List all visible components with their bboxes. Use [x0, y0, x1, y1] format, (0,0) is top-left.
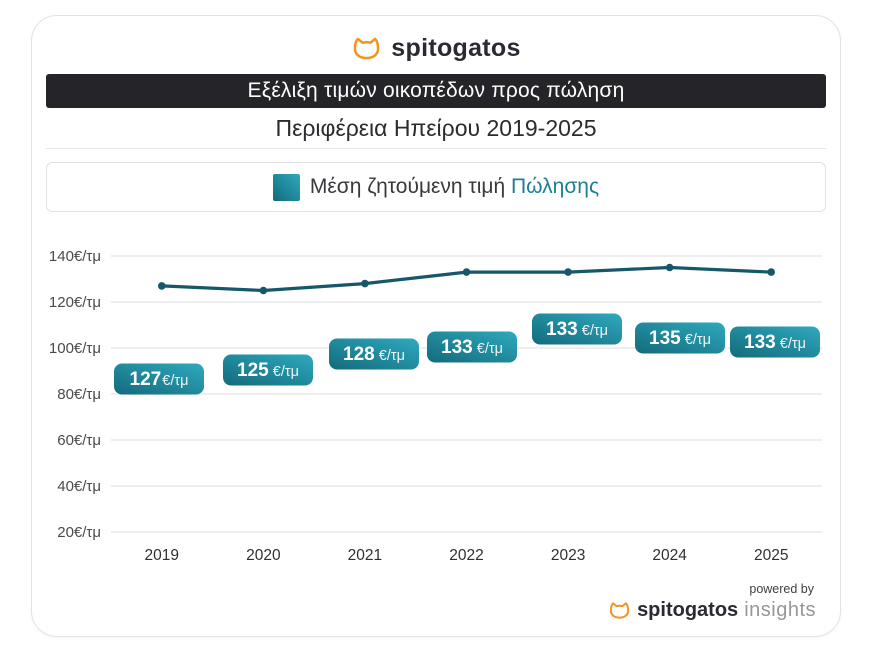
y-axis-tick-label: 80€/τμ: [57, 386, 101, 403]
chart-area: 140€/τμ 120€/τμ 100€/τμ 80€/τμ 60€/τμ 40€/τμ 2…: [49, 248, 822, 564]
data-label-badge: 133 €/τμ: [730, 326, 820, 358]
brand-logo-text: spitogatos: [391, 33, 521, 62]
x-axis-tick-label: 2021: [348, 547, 382, 564]
data-label-text: 135 €/τμ: [649, 328, 711, 349]
data-label-badge: 128 €/τμ: [329, 338, 419, 370]
data-label-text: 125 €/τμ: [237, 360, 299, 381]
data-label-badge-bg: [635, 322, 725, 354]
data-label-text: 133 €/τμ: [744, 332, 806, 353]
data-label-badge: 127€/τμ: [114, 363, 204, 395]
chart-card: spitogatos Εξέλιξη τιμών οικοπέδων προς …: [31, 15, 841, 637]
legend-label-text: Μέση ζητούμενη τιμή: [309, 175, 506, 198]
data-label-badge-bg: [730, 326, 820, 358]
data-label-text: 133 €/τμ: [441, 337, 503, 358]
legend-label: Μέση ζητούμενη τιμή Πώλησης: [310, 175, 599, 199]
footer: powered by spitogatos insights: [608, 582, 816, 622]
y-axis-tick-label: 20€/τμ: [57, 524, 101, 541]
data-point: [767, 268, 776, 276]
x-axis-tick-label: 2024: [652, 547, 687, 564]
data-point: [564, 268, 572, 276]
data-label-badge: 125 €/τμ: [223, 354, 313, 386]
x-axis-tick-label: 2025: [754, 547, 788, 564]
data-label-text: 127€/τμ: [130, 369, 189, 390]
cat-icon: [354, 37, 380, 59]
x-axis-tick-label: 2022: [449, 547, 483, 564]
x-axis-tick-label: 2023: [551, 547, 585, 564]
data-label-badge-bg: [223, 354, 313, 386]
chart-wrapper: 140€/τμ 120€/τμ 100€/τμ 80€/τμ 60€/τμ 40€/τμ 2…: [46, 241, 826, 581]
powered-by-label: powered by: [749, 582, 814, 596]
legend-swatch: [272, 173, 300, 201]
y-axis-tick-label: 100€/τμ: [49, 340, 101, 357]
data-point: [157, 282, 166, 290]
legend-box: Μέση ζητούμενη τιμή Πώλησης: [46, 162, 826, 212]
footer-logo: spitogatos insights: [608, 599, 816, 622]
footer-logo-text: spitogatos: [637, 599, 739, 621]
data-point: [665, 263, 674, 272]
y-axis-tick-label: 140€/τμ: [49, 248, 101, 265]
y-axis-tick-label: 120€/τμ: [49, 294, 101, 311]
brand-logo: spitogatos: [46, 33, 826, 63]
y-axis-tick-label: 60€/τμ: [57, 432, 101, 449]
data-point: [462, 268, 471, 276]
data-label-badge: 135 €/τμ: [635, 322, 725, 354]
header-divider: [46, 148, 826, 149]
data-label-text: 128 €/τμ: [343, 344, 405, 365]
cat-icon: [609, 602, 630, 619]
data-label-badge-bg: [329, 338, 419, 370]
footer-insights-text: insights: [744, 599, 816, 621]
data-point: [361, 279, 369, 288]
data-label-badge: 133 €/τμ: [532, 313, 622, 345]
data-point: [259, 286, 268, 295]
x-axis-tick-label: 2020: [246, 547, 281, 564]
data-label-badge-bg: [427, 331, 517, 363]
data-label-text: 133 €/τμ: [546, 319, 608, 340]
legend-highlight-text: Πώλησης: [511, 175, 600, 198]
x-axis-tick-label: 2019: [145, 547, 179, 564]
data-label-badge-bg: [532, 313, 622, 345]
y-axis-tick-label: 40€/τμ: [57, 478, 101, 495]
page-title: Εξέλιξη τιμών οικοπέδων προς πώληση: [46, 74, 826, 108]
page-subtitle: Περιφέρεια Ηπείρου 2019-2025: [275, 115, 597, 141]
data-label-badge-bg: [114, 363, 204, 395]
data-label-badge: 133 €/τμ: [427, 331, 517, 363]
